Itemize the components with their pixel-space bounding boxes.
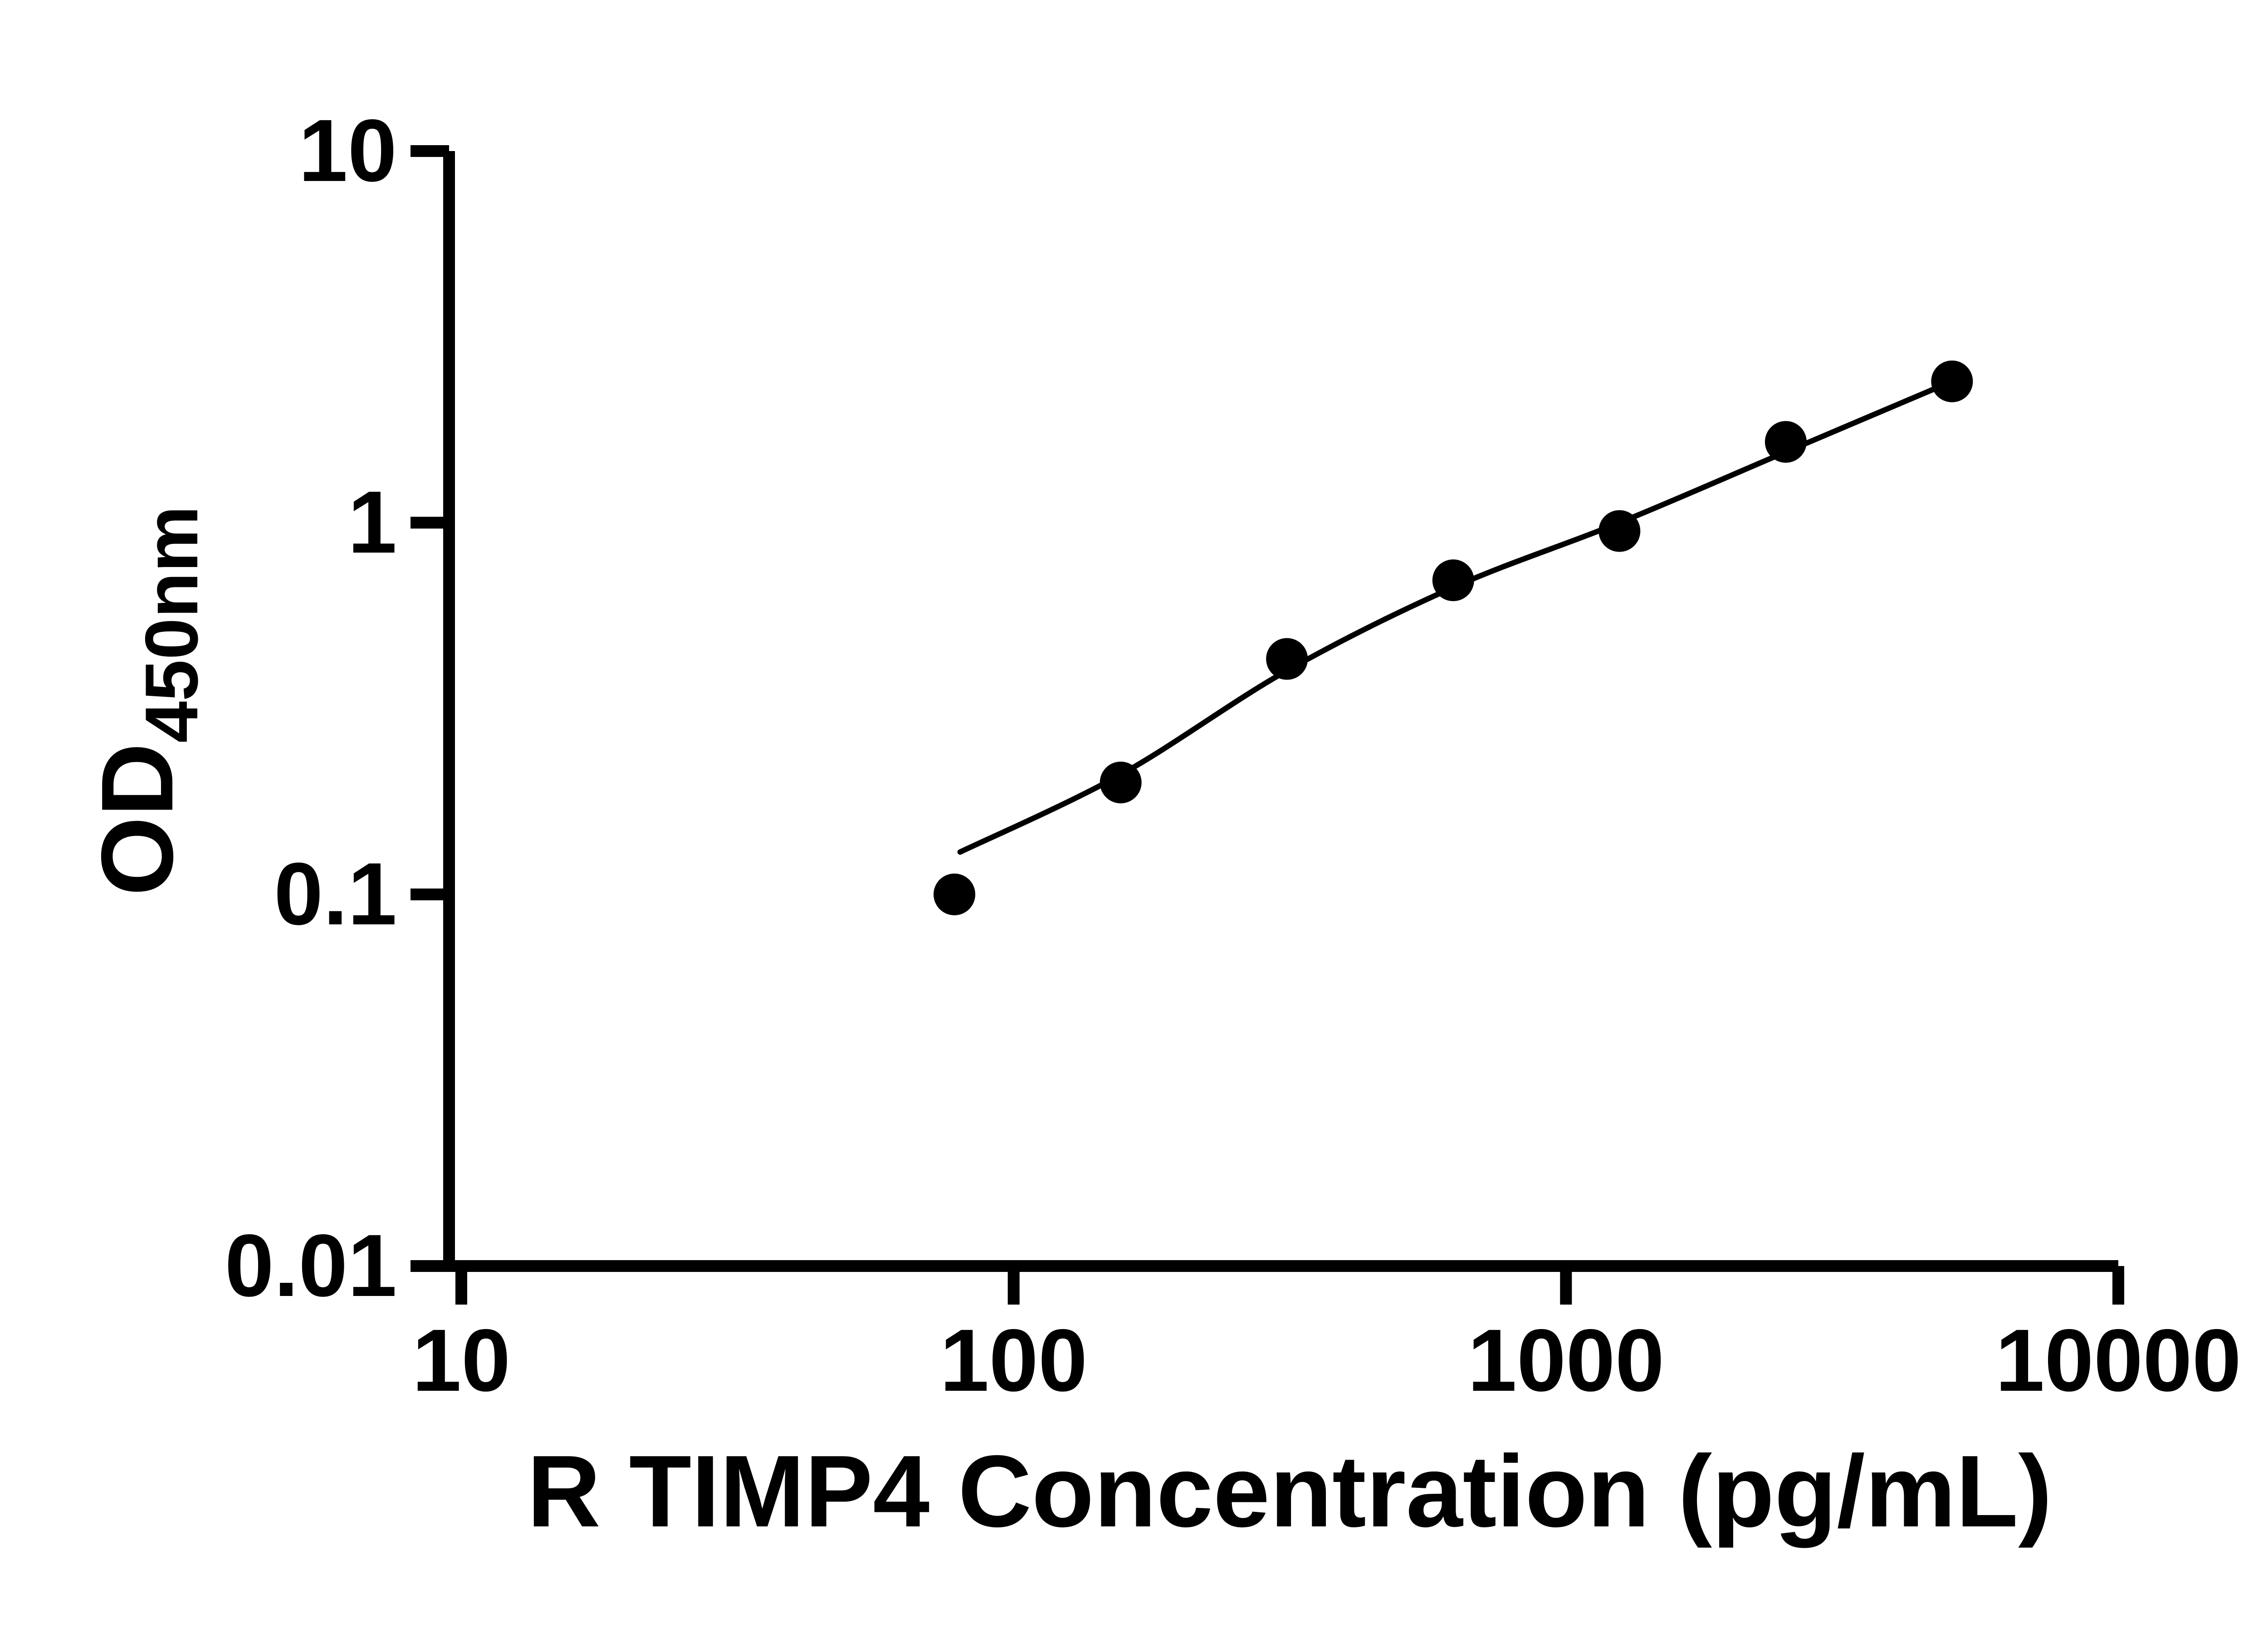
data-point [1266, 638, 1308, 680]
data-point [934, 873, 976, 915]
x-tick-label: 10 [412, 1311, 511, 1410]
axes [443, 151, 2118, 1272]
x-tick-label: 100 [940, 1311, 1087, 1410]
data-point [1931, 360, 1973, 402]
data-point [1765, 421, 1807, 463]
plot-area: 10 100 1000 10000 0.01 0.1 1 10 [225, 101, 2241, 1410]
y-tick-label: 1 [348, 473, 397, 572]
y-axis-title-subscript: 450nm [130, 506, 213, 743]
y-tick-label: 10 [298, 101, 397, 200]
y-axis-title: OD450nm [80, 506, 213, 896]
x-axis-title: R TIMP4 Concentration (pg/mL) [527, 1434, 2052, 1548]
y-tick-label: 0.01 [225, 1216, 397, 1315]
y-axis-title-main: OD [80, 743, 194, 896]
data-point [1100, 762, 1142, 803]
data-point [1432, 559, 1474, 601]
data-point [1598, 510, 1641, 552]
y-tick-label: 0.1 [274, 845, 397, 944]
x-tick-label: 10000 [1995, 1311, 2241, 1410]
x-tick-label: 1000 [1467, 1311, 1664, 1410]
